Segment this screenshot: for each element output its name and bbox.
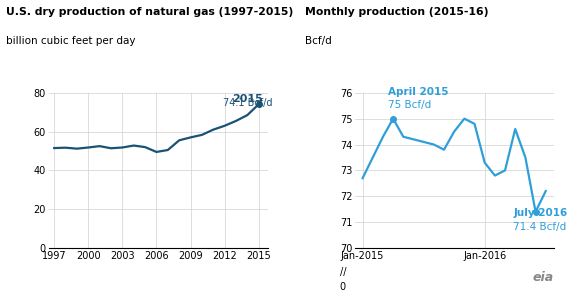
Text: 75 Bcf/d: 75 Bcf/d	[388, 99, 431, 110]
Text: //: //	[340, 267, 346, 277]
Text: April 2015: April 2015	[388, 87, 449, 97]
Text: July 2016: July 2016	[513, 208, 568, 218]
Text: Monthly production (2015-16): Monthly production (2015-16)	[305, 7, 489, 17]
Text: 0: 0	[340, 282, 346, 290]
Text: 2015: 2015	[232, 94, 263, 104]
Text: Bcf/d: Bcf/d	[305, 36, 332, 46]
Text: billion cubic feet per day: billion cubic feet per day	[6, 36, 135, 46]
Text: U.S. dry production of natural gas (1997-2015): U.S. dry production of natural gas (1997…	[6, 7, 293, 17]
Text: 71.4 Bcf/d: 71.4 Bcf/d	[513, 222, 566, 232]
Text: eia: eia	[533, 271, 554, 284]
Text: 74.1 Bcf/d: 74.1 Bcf/d	[223, 98, 272, 108]
